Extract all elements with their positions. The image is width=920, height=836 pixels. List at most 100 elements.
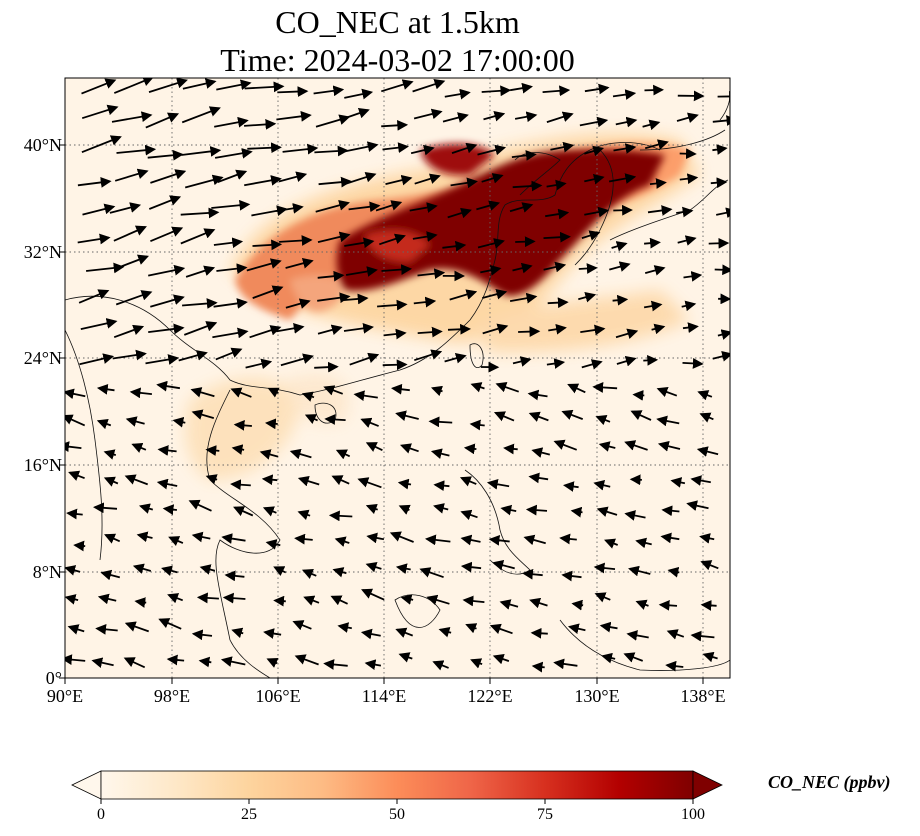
wind-arrow xyxy=(77,177,112,188)
wind-arrow xyxy=(522,568,543,580)
wind-arrow xyxy=(712,144,728,155)
wind-arrow xyxy=(360,417,379,428)
wind-arrow xyxy=(365,561,382,573)
wind-arrow xyxy=(690,475,711,486)
wind-arrow xyxy=(509,292,538,304)
wind-arrow xyxy=(716,207,730,219)
wind-arrow xyxy=(382,359,408,371)
wind-arrow xyxy=(594,592,611,603)
wind-arrow xyxy=(297,475,320,487)
wind-arrow xyxy=(148,323,185,335)
wind-arrow xyxy=(584,83,610,95)
wind-arrow xyxy=(246,258,282,272)
wind-arrow xyxy=(148,195,182,210)
wind-arrow xyxy=(182,298,218,309)
wind-arrow xyxy=(382,142,409,154)
wind-arrow xyxy=(188,499,212,512)
wind-arrow xyxy=(93,502,118,514)
wind-arrow xyxy=(124,621,150,633)
wind-arrow xyxy=(205,474,218,485)
wind-arrow xyxy=(451,142,478,154)
wind-arrow xyxy=(690,630,715,642)
wind-arrow xyxy=(125,416,145,427)
wind-arrow xyxy=(244,175,282,187)
wind-arrow xyxy=(419,567,444,579)
wind-arrow xyxy=(679,173,699,185)
colorbar-tick-label: 50 xyxy=(389,806,405,823)
wind-arrow xyxy=(215,347,243,361)
wind-arrow xyxy=(612,89,637,100)
wind-arrow xyxy=(185,265,216,278)
wind-arrow xyxy=(172,416,186,428)
wind-arrow xyxy=(518,326,541,338)
wind-arrow xyxy=(285,298,311,309)
wind-arrow xyxy=(328,510,353,522)
wind-arrow xyxy=(609,261,631,272)
wind-arrow xyxy=(65,388,86,400)
wind-arrow xyxy=(677,235,697,246)
wind-arrow xyxy=(495,382,519,393)
y-tick-label: 0° xyxy=(45,668,62,688)
wind-arrow xyxy=(161,565,178,577)
wind-arrow xyxy=(660,532,680,544)
wind-arrow xyxy=(444,353,467,364)
wind-arrow xyxy=(559,533,577,545)
wind-arrow xyxy=(132,563,152,574)
wind-arrow xyxy=(592,382,618,393)
wind-arrow xyxy=(481,173,504,184)
wind-arrow xyxy=(657,440,681,452)
wind-arrow xyxy=(482,288,508,300)
x-tick-label: 138°E xyxy=(680,686,726,706)
wind-arrow xyxy=(584,173,605,185)
wind-arrow xyxy=(460,509,478,521)
wind-arrow xyxy=(381,79,414,93)
wind-arrow xyxy=(344,88,374,100)
wind-arrow xyxy=(96,383,115,395)
wind-arrow xyxy=(644,237,661,249)
wind-arrow xyxy=(681,300,697,312)
wind-arrow xyxy=(265,539,281,550)
wind-arrow xyxy=(480,264,502,276)
wind-arrow xyxy=(483,111,506,122)
wind-arrow xyxy=(469,419,485,431)
wind-arrow xyxy=(247,142,282,154)
wind-arrow xyxy=(550,141,575,153)
wind-arrow xyxy=(184,174,224,189)
wind-arrow xyxy=(548,323,567,335)
wind-arrow xyxy=(148,78,188,93)
wind-arrow xyxy=(450,177,478,189)
wind-arrow xyxy=(180,207,220,219)
wind-arrow xyxy=(531,447,551,458)
wind-arrow xyxy=(667,566,680,578)
wind-arrow xyxy=(581,230,601,241)
wind-arrow xyxy=(337,622,352,633)
wind-arrow xyxy=(344,107,370,120)
wind-arrow xyxy=(512,356,532,367)
wind-arrow xyxy=(67,624,85,635)
wind-arrow xyxy=(528,411,549,422)
wind-arrow xyxy=(191,629,213,641)
wind-arrow xyxy=(233,420,252,431)
wind-arrow xyxy=(477,144,507,156)
wind-arrow xyxy=(510,82,533,94)
wind-arrow xyxy=(65,594,79,605)
wind-arrow xyxy=(417,326,443,338)
wind-arrow xyxy=(343,293,369,305)
wind-arrow xyxy=(395,627,414,638)
wind-arrow xyxy=(512,262,533,274)
wind-arrow xyxy=(198,656,212,668)
wind-arrow xyxy=(178,350,208,362)
wind-arrow xyxy=(385,174,413,186)
wind-arrow xyxy=(630,410,652,421)
wind-arrow xyxy=(463,443,477,455)
wind-arrow xyxy=(708,237,730,249)
wind-arrow xyxy=(97,593,117,605)
colorbar-tick-label: 25 xyxy=(241,806,257,823)
wind-arrow xyxy=(644,265,666,276)
wind-arrow xyxy=(230,387,252,398)
wind-arrow xyxy=(317,292,351,304)
wind-arrow xyxy=(398,652,413,663)
wind-arrow xyxy=(181,106,221,124)
wind-arrow xyxy=(345,171,377,185)
